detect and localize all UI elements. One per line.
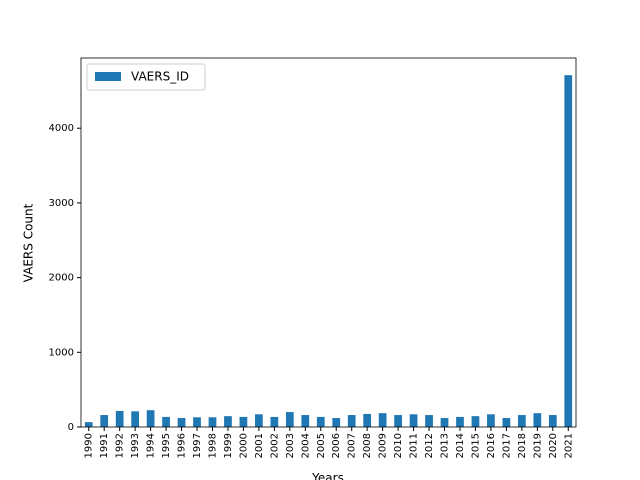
bar (502, 418, 511, 427)
x-tick-label: 2007 (347, 433, 358, 458)
x-tick-label: 2004 (300, 433, 311, 458)
y-tick-label: 0 (68, 422, 74, 433)
x-tick-label: 2008 (362, 433, 373, 458)
bar (285, 412, 294, 427)
x-tick-label: 2016 (486, 433, 497, 458)
y-tick-label: 4000 (49, 123, 74, 134)
x-tick-label: 2005 (316, 433, 327, 458)
bar (100, 415, 109, 427)
x-tick-label: 2012 (424, 433, 435, 458)
bar (208, 417, 217, 427)
x-tick-label: 2020 (548, 433, 559, 458)
y-tick-label: 1000 (49, 347, 74, 358)
bar (440, 418, 449, 427)
bar (301, 415, 310, 427)
y-tick-label: 2000 (49, 273, 74, 284)
x-tick-label: 1998 (207, 433, 218, 458)
bar (347, 415, 356, 427)
x-tick-label: 2018 (517, 433, 528, 458)
bar (456, 416, 464, 427)
x-tick-label: 2009 (378, 433, 389, 458)
y-tick-label: 3000 (49, 198, 74, 209)
x-tick-label: 1999 (223, 433, 234, 458)
bar (224, 416, 232, 427)
x-tick-label: 2000 (238, 433, 249, 458)
x-tick-label: 2021 (563, 433, 574, 458)
x-tick-label: 2017 (501, 433, 512, 458)
x-tick-label: 1993 (130, 433, 141, 458)
bar (146, 410, 155, 427)
bar (84, 422, 93, 427)
x-tick-label: 1991 (99, 433, 110, 458)
x-tick-label: 2001 (254, 433, 265, 458)
x-tick-label: 2019 (532, 433, 543, 458)
x-tick-label: 2006 (331, 433, 342, 458)
bar (131, 411, 140, 427)
bar (533, 413, 542, 427)
x-tick-label: 2013 (440, 433, 451, 458)
x-tick-label: 1997 (192, 433, 203, 458)
x-tick-label: 2014 (455, 433, 466, 458)
bar (378, 413, 387, 427)
bar (332, 418, 341, 427)
x-tick-label: 2010 (393, 433, 404, 458)
x-tick-label: 2011 (409, 433, 420, 458)
bar (239, 416, 248, 427)
x-axis-title: Years (311, 471, 344, 480)
bar (548, 415, 557, 427)
bar (177, 418, 186, 427)
bar (115, 410, 124, 427)
bar (162, 416, 170, 427)
bar (394, 415, 402, 427)
bar (425, 415, 433, 427)
x-tick-label: 1994 (146, 433, 157, 458)
bar (564, 75, 573, 427)
y-axis-title: VAERS Count (22, 203, 36, 282)
x-tick-label: 2015 (470, 433, 481, 458)
bar (316, 416, 325, 427)
bar (517, 415, 526, 427)
bar (487, 414, 495, 427)
x-tick-label: 2002 (269, 433, 280, 458)
x-tick-label: 2003 (285, 433, 296, 458)
bar (193, 417, 201, 427)
legend-swatch (95, 72, 121, 81)
legend-box (86, 63, 206, 91)
bar (409, 414, 418, 427)
x-tick-label: 1995 (161, 433, 172, 458)
bar (270, 416, 279, 427)
bar (255, 414, 263, 427)
legend-label: VAERS_ID (131, 70, 189, 84)
x-tick-label: 1992 (115, 433, 126, 458)
x-tick-label: 1990 (84, 433, 95, 458)
plot-frame (80, 57, 577, 428)
bar (471, 416, 480, 427)
x-tick-label: 1996 (177, 433, 188, 458)
bar (363, 413, 372, 427)
